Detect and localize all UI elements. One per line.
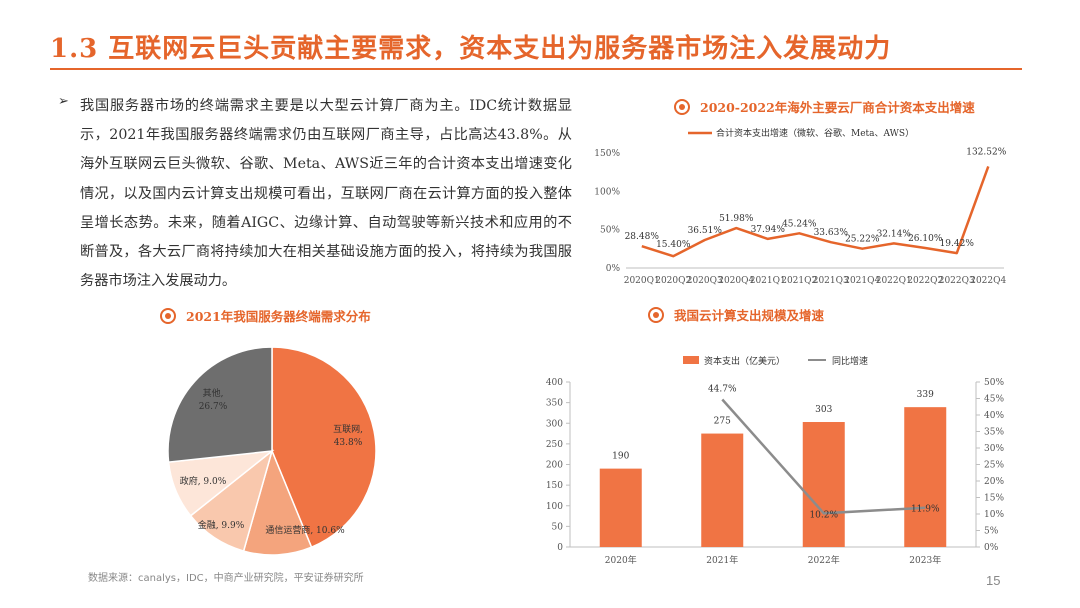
x-tick-label: 2020Q1 — [624, 276, 660, 286]
y-right-tick-label: 25% — [984, 461, 1004, 471]
x-tick-label: 2023年 — [909, 554, 941, 566]
data-label: 132.52% — [966, 147, 1006, 157]
y-left-tick-label: 100 — [546, 502, 563, 512]
y-tick-label: 100% — [594, 187, 620, 197]
growth-label: 11.9% — [911, 505, 940, 515]
bar-value-label: 339 — [917, 390, 934, 400]
x-tick-label: 2021Q1 — [750, 276, 786, 286]
series-line — [641, 165, 990, 258]
x-tick-label: 2020Q2 — [655, 276, 691, 286]
bar-value-label: 303 — [815, 405, 832, 415]
x-tick-label: 2021Q3 — [813, 276, 849, 286]
overseas-chart-title: 2020-2022年海外主要云厂商合计资本支出增速 — [700, 100, 975, 115]
x-tick-label: 2021年 — [706, 554, 738, 566]
x-tick-label: 2022年 — [808, 554, 840, 566]
x-tick-label: 2022Q3 — [939, 276, 975, 286]
y-right-tick-label: 35% — [984, 428, 1004, 438]
body-paragraph: 我国服务器市场的终端需求主要是以大型云计算厂商为主。IDC统计数据显示，2021… — [80, 98, 572, 290]
data-label: 45.24% — [782, 219, 817, 229]
growth-label: 44.7% — [708, 384, 737, 394]
slice-label: 互联网, — [333, 424, 363, 435]
x-tick-label: 2020Q4 — [718, 276, 754, 286]
y-right-tick-label: 20% — [984, 477, 1004, 487]
slice-label: 金融, 9.9% — [198, 519, 245, 531]
y-right-tick-label: 30% — [984, 444, 1004, 454]
pie-chart-heading: 2021年我国服务器终端需求分布 — [160, 306, 371, 325]
x-tick-label: 2020年 — [605, 554, 637, 566]
x-tick-label: 2022Q2 — [907, 276, 943, 286]
y-left-tick-label: 250 — [546, 440, 563, 450]
slice-value: 26.7% — [199, 402, 228, 412]
legend-label: 合计资本支出增速（微软、谷歌、Meta、AWS） — [716, 127, 914, 139]
y-left-tick-label: 150 — [546, 481, 563, 491]
x-tick-label: 2021Q2 — [781, 276, 817, 286]
slice-label: 通信运营商, 10.6% — [265, 524, 345, 536]
pie-slice — [167, 346, 273, 463]
y-right-tick-label: 15% — [984, 494, 1004, 504]
page-number: 15 — [986, 573, 1001, 588]
data-label: 37.94% — [751, 225, 786, 235]
domestic-chart-heading: 我国云计算支出规模及增速 — [648, 305, 824, 324]
bullet-arrow-icon: ➢ — [58, 94, 69, 109]
y-right-tick-label: 45% — [984, 395, 1004, 405]
data-label: 25.22% — [845, 235, 880, 245]
growth-line — [721, 398, 926, 515]
title-divider — [50, 68, 1022, 70]
y-right-tick-label: 10% — [984, 510, 1004, 520]
bar — [904, 407, 947, 547]
target-icon — [648, 306, 664, 323]
y-tick-label: 50% — [600, 226, 620, 236]
data-label: 32.14% — [877, 229, 912, 239]
overseas-chart-heading: 2020-2022年海外主要云厂商合计资本支出增速 — [674, 97, 975, 116]
y-right-tick-label: 40% — [984, 411, 1004, 421]
bar — [802, 422, 845, 547]
data-label: 19.42% — [940, 239, 975, 249]
y-left-tick-label: 300 — [546, 419, 563, 429]
bar — [599, 468, 642, 547]
y-right-tick-label: 0% — [984, 543, 999, 553]
y-left-tick-label: 50 — [552, 522, 564, 532]
y-left-tick-label: 200 — [546, 461, 563, 471]
data-label: 28.48% — [625, 232, 660, 242]
bar — [701, 433, 744, 547]
slice-label: 政府, 9.0% — [180, 475, 227, 487]
page-title: 1.3 互联网云巨头贡献主要需求，资本支出为服务器市场注入发展动力 — [50, 34, 892, 64]
pie-slice — [271, 346, 377, 549]
target-icon — [674, 98, 690, 115]
y-right-tick-label: 5% — [984, 527, 999, 537]
legend-label: 资本支出（亿美元） — [704, 355, 785, 367]
slice-label: 其他, — [203, 387, 224, 399]
pie-chart-title: 2021年我国服务器终端需求分布 — [186, 309, 371, 324]
domestic-chart-title: 我国云计算支出规模及增速 — [674, 308, 825, 323]
slice-value: 43.8% — [334, 438, 363, 448]
data-label: 33.63% — [814, 228, 849, 238]
y-tick-label: 0% — [606, 264, 621, 274]
source-note: 数据来源：canalys，IDC，中商产业研究院，平安证券研究所 — [88, 573, 364, 584]
y-right-tick-label: 50% — [984, 378, 1004, 388]
data-label: 15.40% — [656, 240, 691, 250]
y-tick-label: 150% — [594, 149, 620, 159]
x-tick-label: 2020Q3 — [687, 276, 723, 286]
y-left-tick-label: 0 — [557, 543, 563, 553]
x-tick-label: 2022Q1 — [876, 276, 912, 286]
y-left-tick-label: 400 — [546, 378, 563, 388]
x-tick-label: 2021Q4 — [844, 276, 880, 286]
growth-label: 10.2% — [809, 510, 838, 520]
bar-value-label: 190 — [612, 452, 629, 462]
data-label: 26.10% — [908, 234, 943, 244]
data-label: 36.51% — [688, 226, 723, 236]
x-tick-label: 2022Q4 — [970, 276, 1006, 286]
legend-swatch-bar — [683, 356, 699, 364]
data-label: 51.98% — [719, 214, 754, 224]
target-icon — [160, 307, 176, 324]
pie-slice — [242, 448, 313, 556]
y-left-tick-label: 350 — [546, 399, 563, 409]
legend-label: 同比增速 — [832, 355, 868, 367]
bar-value-label: 275 — [714, 417, 731, 427]
